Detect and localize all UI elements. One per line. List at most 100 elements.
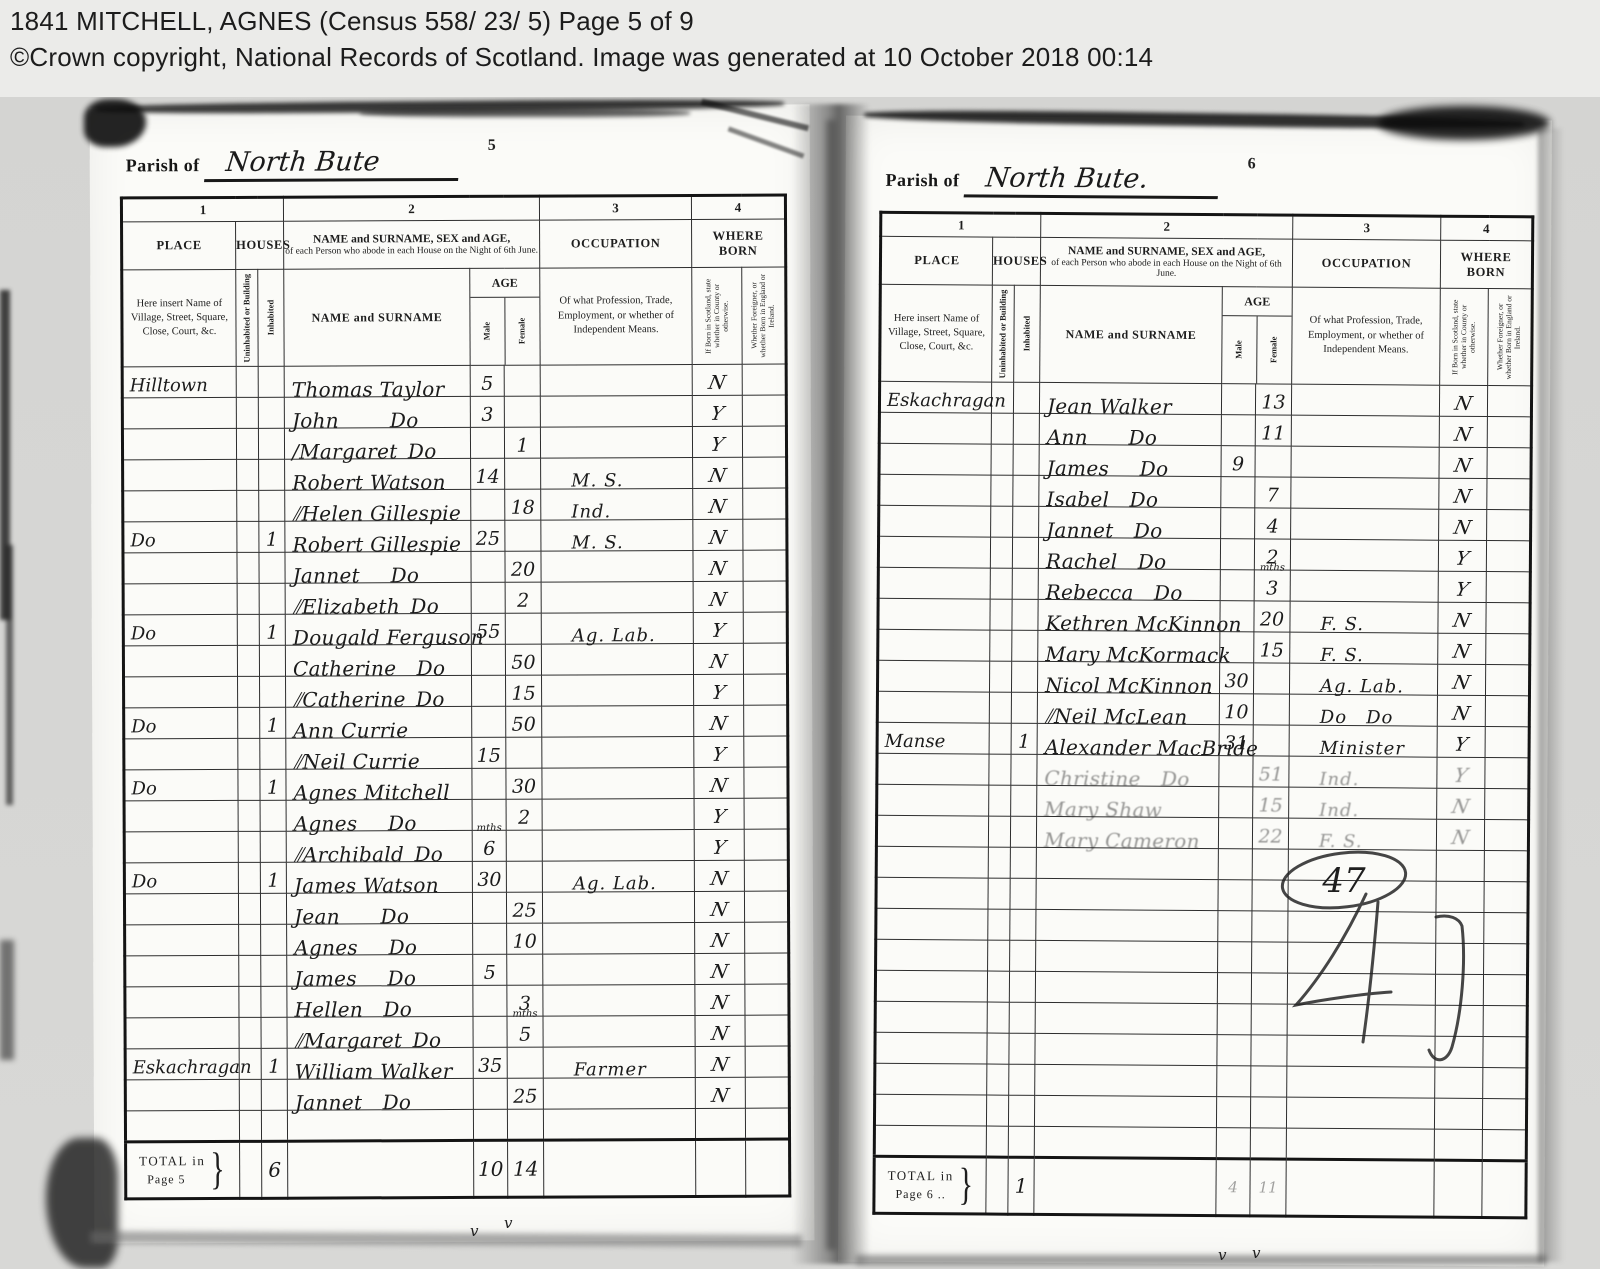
cell-occupation: Do Do — [1289, 694, 1438, 728]
cell-born-foreign — [744, 984, 790, 1016]
cell-born-foreign — [743, 581, 788, 613]
subheader-place: Here insert Name of Village, Street, Squ… — [121, 269, 237, 367]
column-subheaders-row: Here insert Name of Village, Street, Squ… — [879, 284, 1533, 386]
cell-occupation — [541, 643, 694, 676]
cell-born-foreign — [1485, 664, 1530, 696]
cell-born-foreign — [1485, 695, 1530, 727]
cell-uninhabited — [987, 909, 1010, 941]
cell-born-foreign — [744, 829, 789, 861]
cell-inhabited — [261, 1079, 288, 1111]
cell-born-foreign — [1482, 1129, 1527, 1161]
parish-label: Parish of — [885, 169, 960, 191]
cell-born-scotland — [1434, 1129, 1483, 1161]
cell-inhabited — [1011, 692, 1038, 724]
cell-occupation — [540, 364, 693, 397]
cell-place — [877, 691, 990, 724]
cell-age-female: 4 — [1254, 507, 1291, 540]
cell-age-female: 20 — [1253, 600, 1291, 633]
table-row: Ann Do 11 N — [879, 412, 1532, 450]
cell-age-male — [472, 892, 507, 924]
cell-age-female: 50 — [505, 706, 542, 738]
cell-place: Do — [123, 769, 239, 801]
cell-age-male — [1220, 476, 1256, 508]
table-row: Do 1 Dougald Ferguson 55 Ag. Lab. Y — [123, 612, 788, 650]
cell-inhabited — [1010, 816, 1037, 848]
cell-place — [874, 1032, 988, 1065]
cell-occupation — [542, 891, 695, 924]
totals-born-spacer — [1433, 1160, 1483, 1218]
copyright-line: ©Crown copyright, National Records of Sc… — [10, 42, 1154, 72]
image-header: 1841 MITCHELL, AGNES (Census 558/ 23/ 5)… — [0, 0, 1600, 97]
cell-born-scotland: N — [694, 922, 745, 954]
cell-age-female: 25 — [507, 1078, 544, 1110]
subheader-born-foreign: Whether Foreigner, or whether Born in En… — [741, 267, 787, 365]
cell-inhabited — [1009, 971, 1036, 1003]
cell-born-scotland: N — [694, 984, 746, 1016]
cell-place — [123, 645, 238, 677]
cell-age-female: 7 — [1254, 476, 1292, 509]
cell-inhabited — [258, 552, 286, 584]
cell-name — [1035, 971, 1218, 1004]
check-mark: v — [504, 1214, 513, 1232]
cell-occupation: Ag. Lab. — [542, 860, 695, 894]
check-mark: v — [1252, 1244, 1261, 1262]
cell-place — [124, 893, 239, 925]
table-row: Rachel Do 2 Y — [878, 536, 1531, 574]
cell-born-scotland: N — [694, 891, 745, 923]
cell-born-foreign — [1485, 602, 1531, 634]
totals-row: TOTAL in Page 5 } 6 10 14 — [125, 1139, 790, 1199]
cell-age-male — [1220, 507, 1255, 539]
table-row — [874, 1094, 1527, 1130]
cell-age-female — [1250, 1127, 1287, 1160]
cell-born-scotland: N — [693, 767, 745, 799]
cell-occupation: F. S. — [1289, 632, 1438, 666]
cell-uninhabited — [237, 614, 260, 646]
cell-born-foreign — [744, 798, 789, 830]
column-group-number: 4 — [691, 195, 786, 220]
cell-inhabited — [258, 490, 285, 522]
subheader-born-scotland: If Born in Scotland, state whether in Co… — [691, 267, 743, 365]
cell-born-scotland: N — [1438, 509, 1487, 541]
age-female-label: Female — [516, 317, 527, 345]
cell-age-female — [504, 396, 541, 428]
cell-age-female: 11 — [1255, 414, 1292, 447]
column-subheaders-row: Here insert Name of Village, Street, Squ… — [121, 267, 787, 367]
cell-born-scotland: N — [1437, 695, 1486, 727]
cell-born-scotland: N — [692, 488, 743, 520]
cell-name — [1034, 1095, 1217, 1128]
cell-name — [1034, 1126, 1217, 1159]
cell-place — [879, 412, 992, 445]
cell-occupation: Minister — [1289, 725, 1438, 759]
cell-age-male — [1221, 414, 1256, 446]
cell-place — [877, 629, 990, 662]
cell-place — [875, 1001, 988, 1034]
cell-age-male — [470, 427, 505, 459]
cell-inhabited — [1012, 506, 1039, 538]
subheader-place: Here insert Name of Village, Street, Squ… — [879, 284, 993, 383]
cell-occupation — [541, 736, 694, 769]
table-row: Agnes Do 10 N — [124, 922, 789, 960]
cell-occupation — [1286, 1128, 1435, 1161]
cell-inhabited — [259, 676, 286, 708]
cell-occupation — [543, 1108, 696, 1141]
cell-age-female: 15 — [1253, 631, 1290, 664]
tally-value: 47 — [1321, 861, 1366, 901]
cell-uninhabited — [988, 847, 1011, 879]
cell-place — [122, 459, 237, 491]
cell-born-foreign — [742, 426, 787, 458]
cell-occupation — [542, 922, 695, 955]
cell-place — [122, 397, 237, 429]
totals-uninhabited — [985, 1157, 1009, 1215]
cell-uninhabited — [988, 754, 1012, 786]
cell-uninhabited — [986, 1033, 1010, 1065]
folio-number: 5 — [487, 136, 496, 154]
subheader-occupation: Of what Profession, Trade, Employment, o… — [539, 267, 693, 366]
cell-occupation — [1291, 446, 1440, 479]
column-group-number: 1 — [880, 212, 1041, 238]
cell-uninhabited — [239, 1079, 262, 1111]
cell-occupation: Ag. Lab. — [541, 612, 694, 646]
cell-inhabited — [261, 1110, 288, 1142]
cell-place — [875, 877, 989, 910]
totals-inhabited: 1 — [1007, 1157, 1035, 1215]
cell-age-female: 20 — [504, 551, 542, 583]
